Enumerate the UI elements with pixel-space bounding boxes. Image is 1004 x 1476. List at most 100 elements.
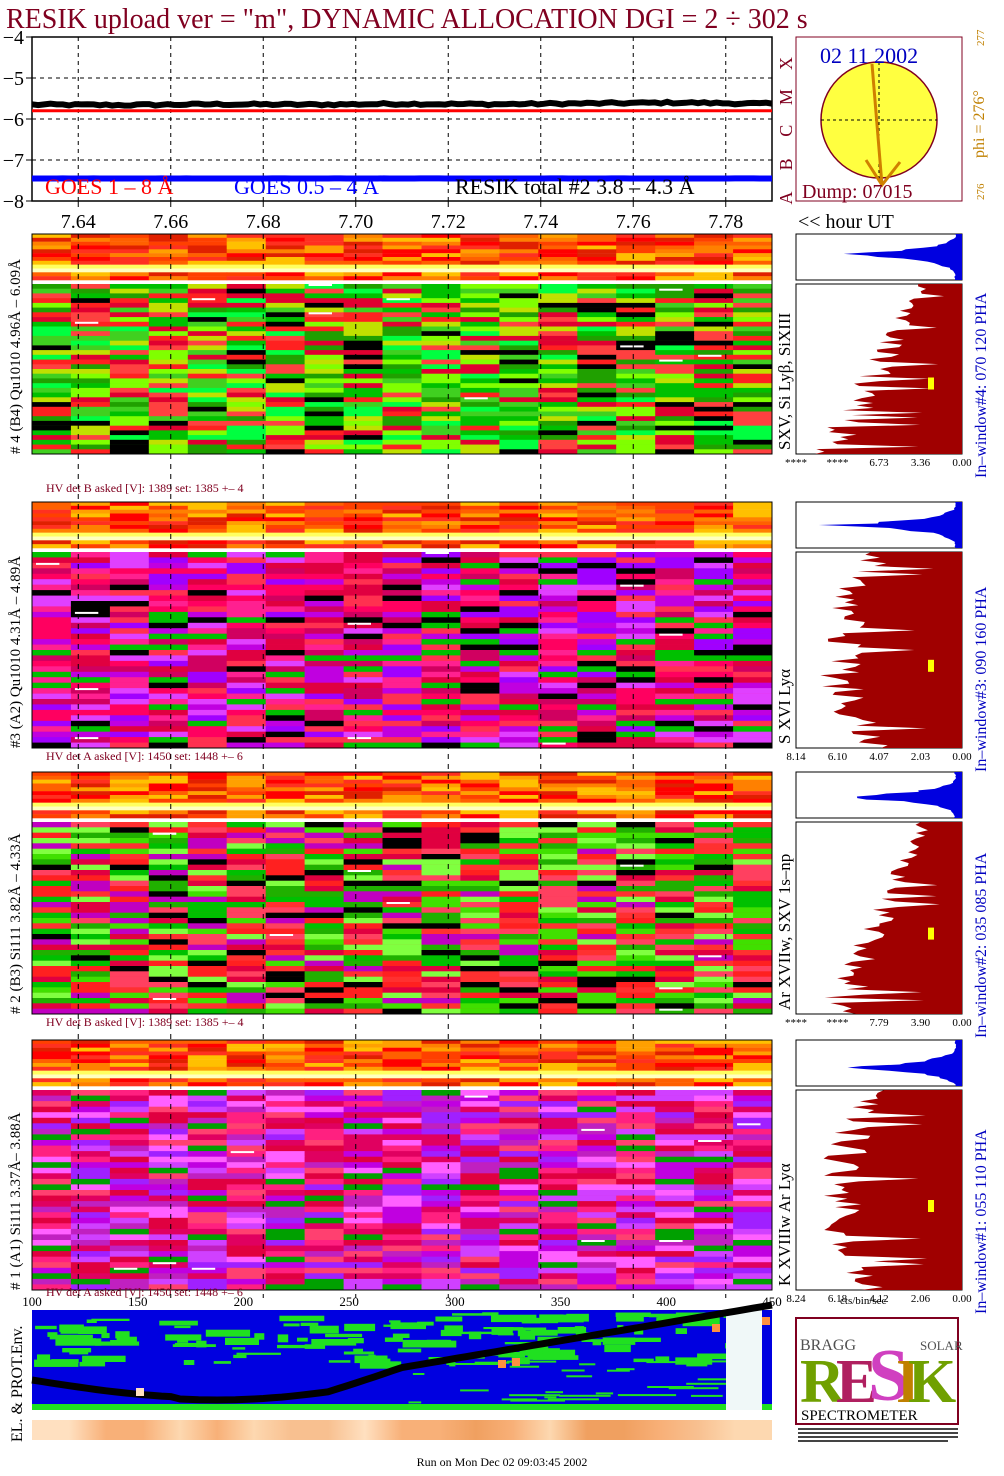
spectrogram-cell (538, 886, 578, 892)
spectrogram-cell (733, 854, 773, 860)
spectrogram-cell (460, 955, 500, 961)
spectrogram-cell (421, 383, 461, 389)
spectrogram-cell (187, 992, 228, 999)
spectrogram-cell (733, 1245, 773, 1252)
spectrogram-cell (694, 709, 734, 716)
spectrogram-cell (148, 726, 189, 732)
spectrogram-cell (148, 1228, 189, 1235)
spectrogram-cell (148, 617, 189, 623)
spectrogram-cell (148, 998, 189, 1004)
spectrogram-cell (655, 234, 695, 239)
spectrogram-cell (655, 326, 695, 332)
spectrogram-cell (421, 1190, 461, 1196)
spectrogram-cell (265, 1212, 306, 1219)
spectrogram-cell (382, 260, 422, 265)
spectrogram-cell (226, 987, 267, 993)
goes-series (31, 98, 773, 182)
spectrogram-cell (70, 1066, 111, 1071)
spectrogram-cell (265, 241, 306, 246)
spectrogram-cell (382, 312, 422, 318)
spectrogram-cell (421, 435, 461, 441)
spectrogram-cell (694, 971, 734, 977)
spectrogram-cell (32, 886, 72, 892)
spectrogram-cell (148, 827, 189, 833)
spectrogram-cell (109, 245, 150, 250)
spectrogram-cell (694, 1066, 734, 1071)
spectrogram-cell (577, 1066, 617, 1071)
spectrogram-cell (304, 606, 344, 613)
spectrogram-cell (460, 532, 500, 537)
spectrogram-cell (265, 406, 306, 412)
spectrogram-cell (382, 611, 422, 618)
spectrogram-cell (733, 268, 773, 273)
spectrogram-cell (32, 688, 72, 694)
spectrogram-cell (70, 704, 111, 711)
spectrogram-cell (109, 1240, 150, 1246)
spectrogram-cell (655, 902, 695, 908)
spectrogram-cell (382, 1223, 422, 1230)
spectrogram-cell (187, 590, 228, 596)
spectrogram-cell (733, 1234, 773, 1241)
spectrogram-cell (382, 595, 422, 602)
spectrogram-cell (187, 1082, 228, 1087)
histo-axis-label: 4.07 (869, 751, 889, 763)
spectrogram-cell (265, 383, 306, 389)
spectrogram-cell (343, 439, 383, 445)
spectrogram-cell (382, 532, 422, 537)
spectrogram-cell (577, 1234, 617, 1241)
spectrogram-cell (382, 1117, 422, 1124)
spectrogram-cell (616, 644, 656, 651)
env-particle-patch (509, 1327, 547, 1331)
spectrogram-cell (70, 505, 111, 510)
spectrogram-cell (70, 1251, 111, 1257)
spectrogram-cell (499, 1055, 539, 1060)
spectrogram-cell (421, 406, 461, 412)
spectrogram-cell (499, 806, 539, 811)
spectrogram-cell (382, 950, 422, 956)
spectrogram-cell (70, 1101, 111, 1107)
spectrogram-cell (538, 737, 578, 743)
spectrogram-cell (148, 1051, 189, 1056)
spectrogram-cell (421, 814, 461, 819)
spectrogram-cell (265, 1245, 306, 1252)
spectrogram-cell (499, 720, 539, 727)
spectrogram-cell (109, 1234, 150, 1241)
spectrogram-cell (460, 783, 500, 788)
spectrogram-cell (187, 276, 228, 281)
spectrogram-cell (577, 354, 617, 360)
spectrogram-cell (148, 1284, 189, 1291)
spectrogram-cell (733, 345, 773, 351)
spectrogram-cell (616, 449, 656, 455)
spectrogram-cell (577, 1240, 617, 1246)
spectrogram-cell (226, 1206, 267, 1213)
spectrogram-cell (265, 655, 306, 662)
spectrogram-cell (499, 257, 539, 262)
spectrogram-cell (109, 284, 150, 289)
spectrogram-cell (343, 806, 383, 811)
spectrogram-cell (343, 1278, 383, 1285)
spectrogram-cell (382, 340, 422, 346)
spectrogram-cell (655, 345, 695, 351)
spectrogram-cell (538, 387, 578, 393)
spectrogram-cell (733, 552, 773, 558)
window-marker (928, 927, 934, 940)
spectrogram-cell (733, 387, 773, 393)
spectrogram-cell (655, 1245, 695, 1252)
spectrogram-cell (265, 416, 306, 422)
spectrogram-cell (577, 918, 617, 924)
sun-date: 02 11 2002 (820, 43, 918, 68)
spectrogram-cell (187, 1267, 228, 1274)
spectrogram-cell (616, 971, 656, 977)
spectrogram-cell (577, 1059, 617, 1064)
spectrogram-cell (694, 650, 734, 656)
spectrogram-cell (499, 838, 539, 844)
spectrogram-cell (187, 798, 228, 803)
spectrogram-cell (538, 688, 578, 694)
spectrogram-cell (577, 650, 617, 656)
spectrogram-cell (616, 1173, 656, 1180)
spectrogram-cell (32, 1178, 72, 1185)
spectrogram-cell (70, 387, 111, 393)
spectrogram-cell (343, 312, 383, 318)
spectrogram-cell (32, 606, 72, 613)
spectrogram-cell (226, 260, 267, 265)
